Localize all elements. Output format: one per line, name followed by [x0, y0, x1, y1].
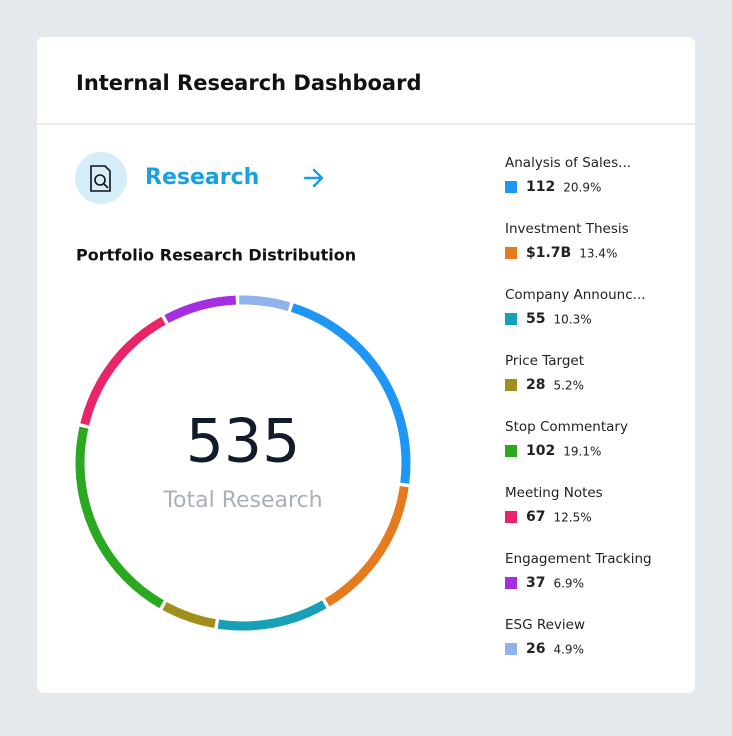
legend-value: 37 [526, 575, 545, 591]
donut-segment [239, 295, 291, 311]
donut-segment [290, 303, 411, 484]
legend-name: Stop Commentary [505, 419, 628, 435]
dashboard-title: Internal Research Dashboard [76, 71, 422, 95]
legend-name: ESG Review [505, 617, 585, 633]
legend-swatch [505, 379, 517, 391]
legend-share: 19.1% [563, 445, 601, 459]
legend-swatch [505, 313, 517, 325]
legend-swatch [505, 181, 517, 193]
total-label: Total Research [162, 488, 322, 513]
legend-share: 12.5% [553, 511, 591, 525]
legend-value: 102 [526, 443, 555, 459]
legend-share: 4.9% [553, 643, 584, 657]
arrow-icon[interactable] [303, 168, 324, 188]
research-icon-bg [75, 152, 127, 204]
legend-swatch [505, 577, 517, 589]
legend-value: 112 [526, 179, 555, 195]
donut-segment [162, 601, 216, 629]
legend-name: Meeting Notes [505, 485, 603, 501]
legend-share: 13.4% [579, 247, 617, 261]
donut-segment [164, 295, 237, 324]
legend-value: 26 [526, 641, 545, 657]
legend-name: Analysis of Sales... [505, 155, 631, 171]
card [37, 37, 695, 693]
donut-segment [324, 485, 409, 607]
research-icon [90, 165, 111, 192]
legend-swatch [505, 643, 517, 655]
research-label[interactable]: Research [145, 165, 259, 190]
research-link[interactable]: Research [75, 152, 324, 204]
chart-title: Portfolio Research Distribution [76, 246, 356, 265]
legend-share: 20.9% [563, 181, 601, 195]
legend-share: 10.3% [553, 313, 591, 327]
legend-share: 5.2% [553, 379, 584, 393]
donut-segment [75, 426, 164, 609]
legend-name: Engagement Tracking [505, 551, 652, 567]
legend-value: 67 [526, 509, 545, 525]
legend-value: 28 [526, 377, 545, 393]
donut-segment [217, 600, 327, 631]
legend-swatch [505, 445, 517, 457]
legend-value: 55 [526, 311, 545, 327]
donut-segment [80, 316, 166, 426]
legend-swatch [505, 247, 517, 259]
legend-name: Investment Thesis [505, 221, 629, 237]
total-value: 535 [186, 407, 301, 477]
legend-name: Company Announc... [505, 287, 646, 303]
legend-share: 6.9% [553, 577, 584, 591]
legend-name: Price Target [505, 353, 584, 369]
legend-swatch [505, 511, 517, 523]
legend-value: $1.7B [526, 245, 571, 261]
